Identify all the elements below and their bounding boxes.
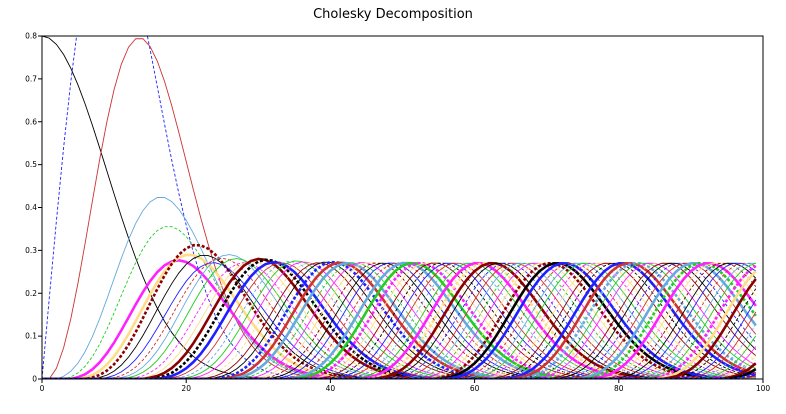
series-line-80 [42, 262, 757, 379]
series-line-78 [42, 261, 757, 379]
series-line-72 [42, 262, 757, 379]
x-tick-label: 80 [614, 384, 624, 393]
series-line-69 [42, 262, 756, 379]
y-tick-label: 0.6 [25, 117, 37, 126]
series-line-60 [42, 262, 756, 379]
y-tick-label: 0.2 [25, 289, 37, 298]
plot-area [41, 35, 764, 380]
series-line-50 [42, 262, 756, 379]
series-line-30 [42, 262, 756, 379]
series-line-1 [42, 36, 756, 379]
y-tick-label: 0 [32, 375, 37, 384]
series-line-25 [42, 261, 756, 379]
series-line-52 [42, 262, 756, 379]
x-tick-label: 20 [181, 384, 191, 393]
series-line-64 [42, 262, 756, 379]
series-line-70 [42, 262, 757, 379]
series-line-83 [42, 262, 756, 379]
series-line-55 [42, 262, 756, 379]
series-line-27 [42, 261, 756, 379]
x-tick-label: 40 [326, 384, 336, 393]
series-line-76 [42, 261, 757, 379]
series-line-21 [42, 260, 756, 379]
series-line-61 [42, 262, 756, 379]
y-tick-label: 0.1 [25, 332, 37, 341]
series-line-49 [42, 262, 756, 379]
series-line-71 [42, 262, 757, 379]
series-line-3 [42, 38, 756, 379]
series-line-24 [42, 262, 756, 379]
series-line-63 [42, 262, 756, 379]
series-line-79 [42, 262, 757, 379]
y-tick-label: 0.8 [25, 32, 37, 41]
y-tick-label: 0.3 [25, 246, 37, 255]
series-line-23 [42, 262, 756, 379]
series-line-54 [42, 262, 756, 379]
series-line-75 [42, 262, 757, 379]
chart-title: Cholesky Decomposition [313, 7, 473, 22]
x-tick-label: 100 [756, 384, 771, 393]
y-tick-label: 0.4 [25, 203, 37, 212]
series-line-62 [42, 262, 756, 379]
y-tick-label: 0.5 [25, 160, 37, 169]
y-tick-label: 0.7 [25, 74, 37, 83]
x-axis: 0 20 40 60 80 100 [40, 379, 771, 393]
series-line-31 [42, 262, 756, 379]
series-line-29 [42, 262, 756, 379]
series-line-57 [42, 261, 756, 379]
series-line-73 [42, 262, 757, 379]
series-line-2 [42, 36, 756, 379]
series-line-58 [42, 261, 756, 379]
series-line-81 [42, 262, 757, 379]
series-line-14 [42, 262, 756, 379]
y-axis: 0 0.1 0.2 0.3 0.4 0.5 0.6 0.7 0.8 [25, 32, 42, 384]
series-line-28 [42, 261, 756, 379]
series-line-11 [42, 257, 756, 379]
series-lines [42, 36, 757, 379]
series-line-82 [42, 262, 757, 379]
x-tick-label: 0 [40, 384, 45, 393]
x-tick-label: 60 [470, 384, 480, 393]
